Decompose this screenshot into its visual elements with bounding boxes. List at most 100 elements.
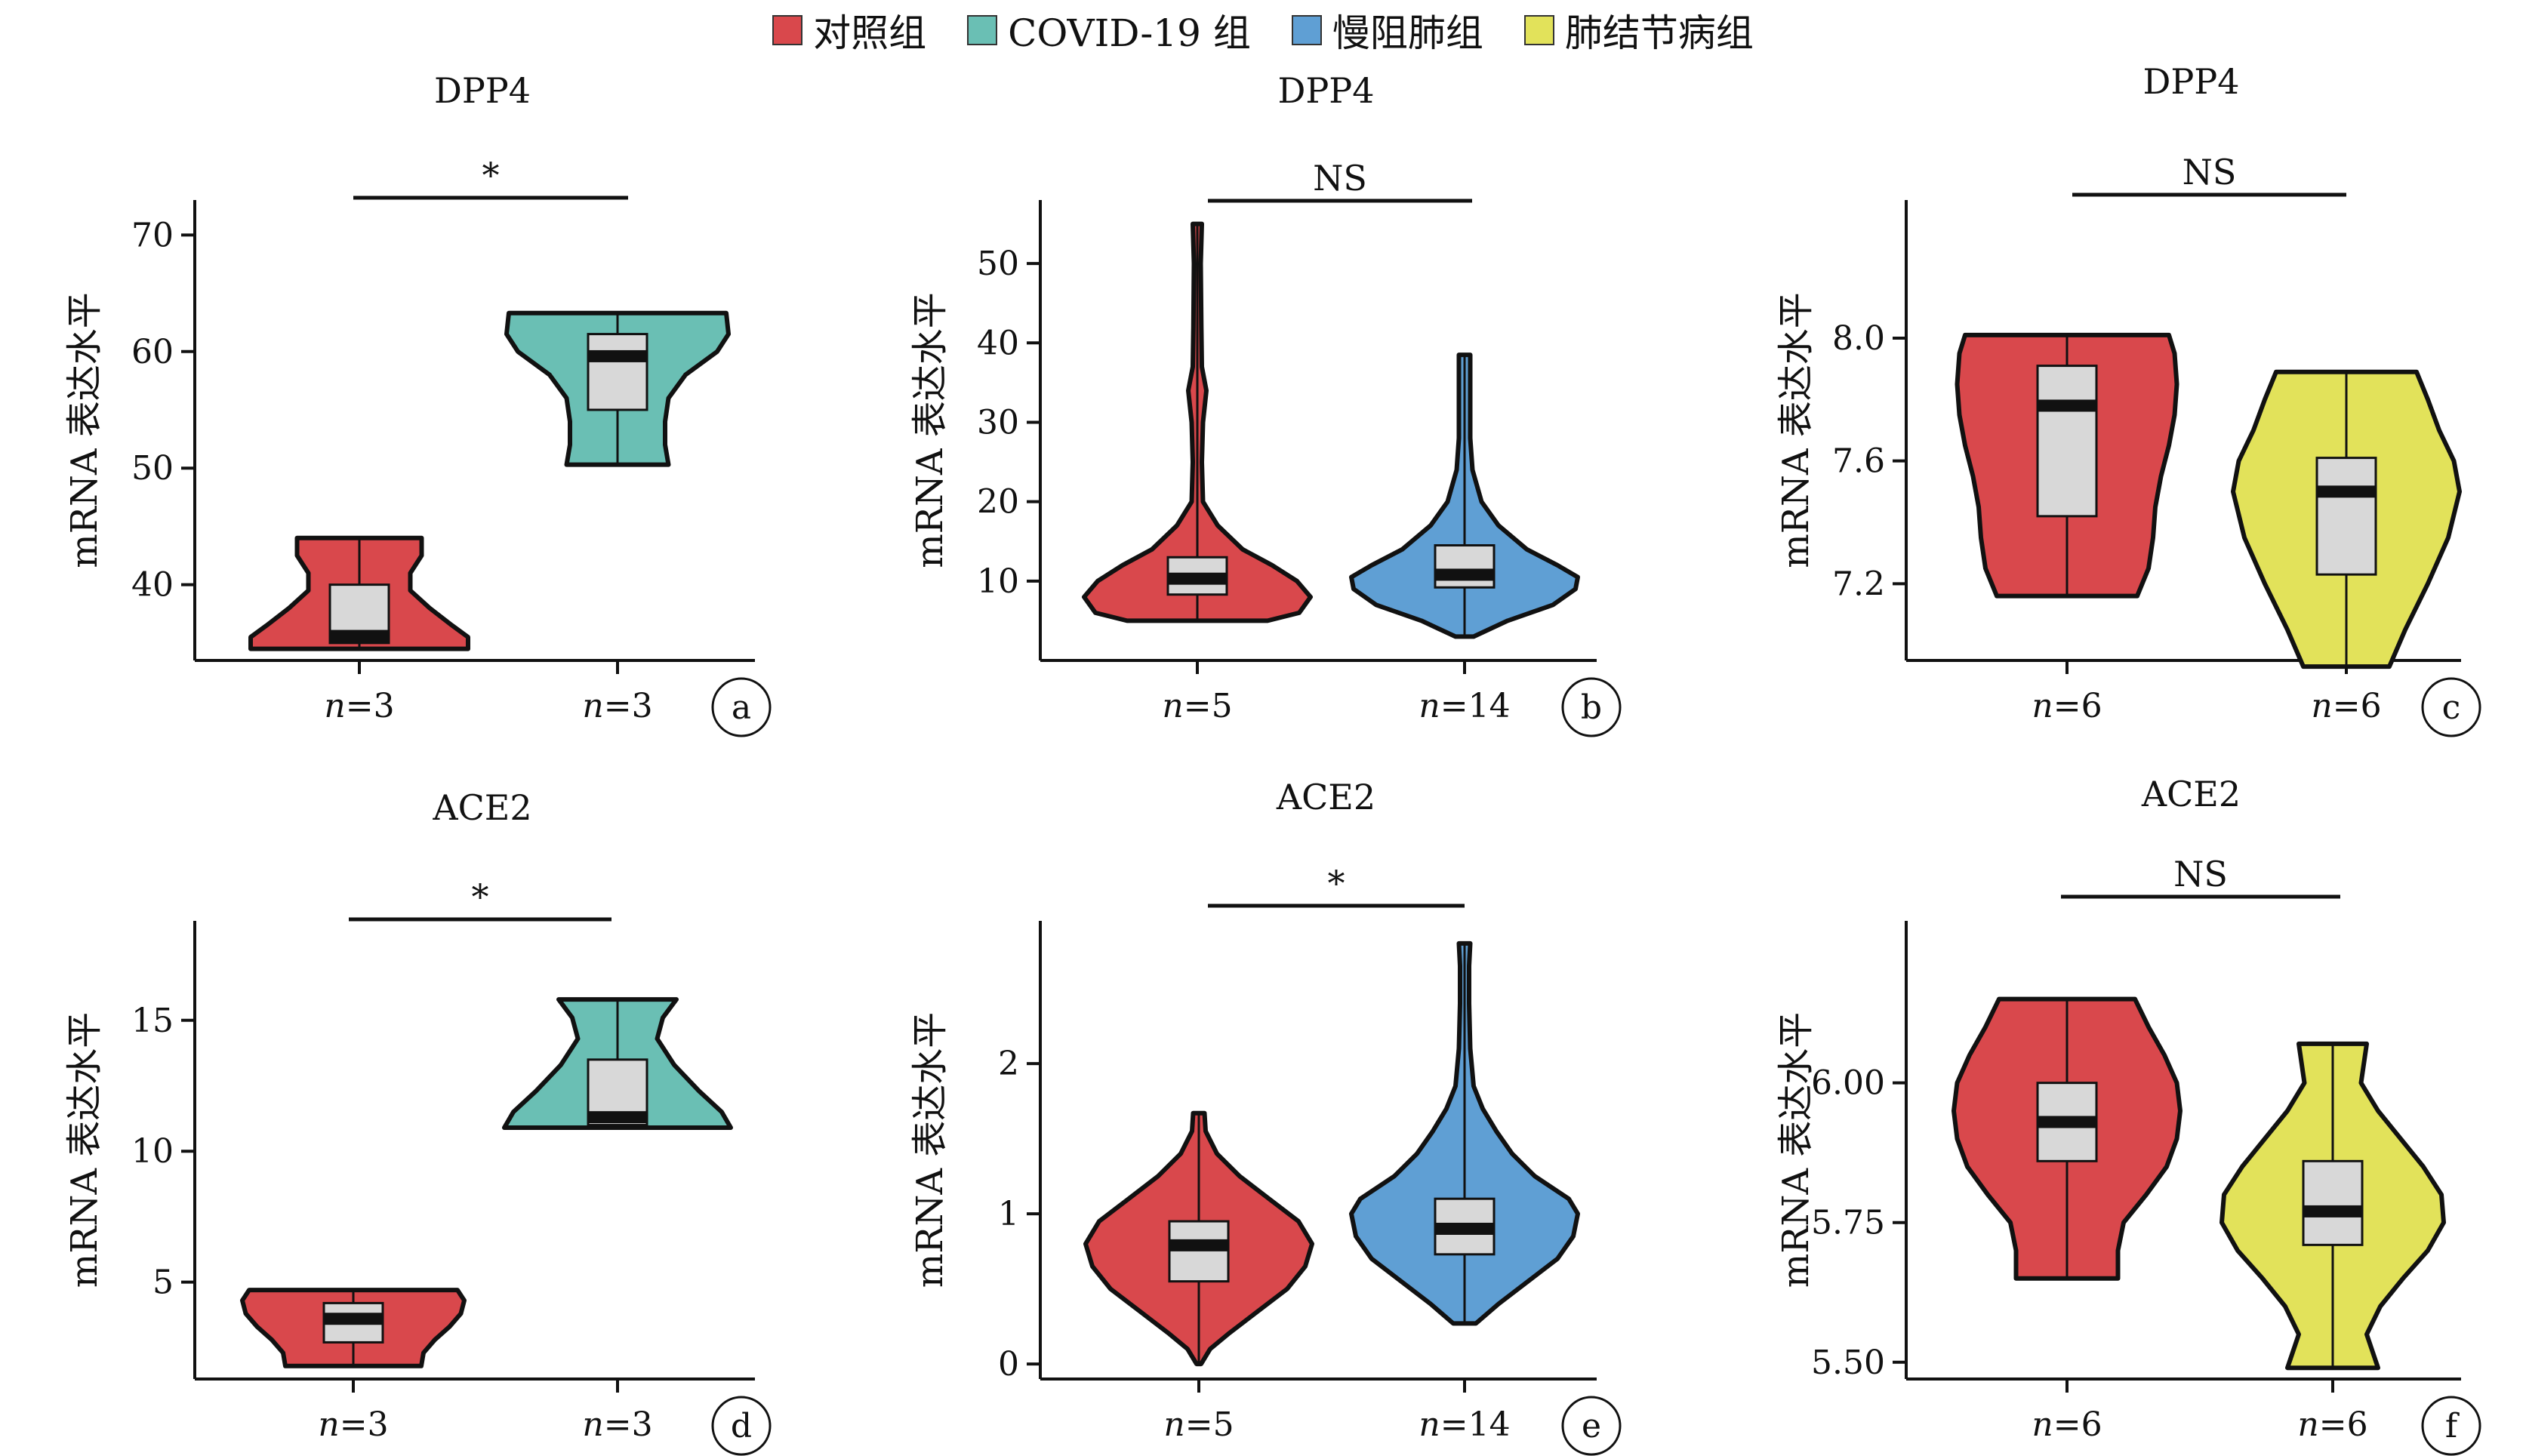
legend-swatch	[1523, 15, 1554, 45]
median-bar	[588, 349, 647, 362]
legend-swatch	[1291, 15, 1322, 45]
y-axis-label: mRNA 表达水平	[63, 292, 106, 568]
significance-label: *	[1328, 863, 1345, 903]
legend-swatch	[967, 15, 998, 45]
significance-label: *	[482, 155, 500, 195]
panel-b: 10 20 30 40 50 mRNA 表达水平 DPP4 NS n=5 n=14 b	[909, 70, 1622, 737]
legend-label: 对照组	[813, 11, 927, 55]
y-axis-label: mRNA 表达水平	[63, 1012, 106, 1288]
y-tick-label: 8.0	[1832, 319, 1885, 358]
iqr-box	[2315, 457, 2377, 576]
y-tick-label: 10	[977, 562, 1019, 601]
panel-title: DPP4	[434, 70, 531, 111]
panel-letter: d	[731, 1407, 752, 1445]
panel-title: ACE2	[2141, 774, 2241, 814]
x-tick-label: n=5	[1163, 1405, 1234, 1444]
median-bar	[2317, 485, 2376, 498]
median-bar	[1435, 1222, 1494, 1235]
y-tick-label: 5	[152, 1264, 174, 1302]
median-bar	[330, 629, 389, 642]
median-bar	[588, 1111, 647, 1124]
y-tick-label: 30	[977, 403, 1019, 442]
significance-label: *	[472, 876, 489, 917]
x-tick-label: n=3	[582, 1405, 652, 1444]
y-tick-label: 10	[131, 1132, 174, 1171]
panel-letter: b	[1581, 688, 1602, 727]
panel-letter-badge	[2421, 677, 2481, 737]
significance-label: NS	[1313, 158, 1367, 199]
y-axis-label: mRNA 表达水平	[909, 1012, 951, 1288]
y-tick-label: 50	[131, 449, 174, 488]
y-tick-label: 2	[998, 1045, 1019, 1083]
panel-title: DPP4	[1277, 70, 1374, 111]
x-tick-label: n=3	[318, 1405, 388, 1444]
x-tick-label: n=3	[582, 687, 652, 725]
legend-label: COVID-19 组	[1008, 11, 1251, 55]
x-tick-label: n=14	[1419, 1405, 1510, 1444]
median-bar	[1168, 572, 1227, 585]
panel-d: 5 10 15 mRNA 表达水平 ACE2 * n=3 n=3 d	[63, 787, 772, 1456]
median-bar	[2038, 1116, 2096, 1128]
median-bar	[2303, 1205, 2362, 1217]
y-tick-label: 40	[977, 324, 1019, 362]
legend-item: 肺结节病组	[1523, 3, 1754, 57]
panel-title: ACE2	[432, 787, 531, 828]
median-bar	[1435, 568, 1494, 581]
median-bar	[1169, 1239, 1228, 1251]
panel-letter: c	[2442, 688, 2461, 727]
x-tick-label: n=6	[2032, 687, 2102, 725]
x-tick-label: n=6	[2311, 687, 2381, 725]
y-tick-label: 6.00	[1811, 1064, 1885, 1103]
significance-label: NS	[2173, 854, 2228, 894]
panel-letter-badge	[711, 1396, 772, 1456]
panel-title: DPP4	[2142, 61, 2239, 102]
y-tick-label: 5.50	[1811, 1344, 1885, 1382]
panel-title: ACE2	[1276, 777, 1375, 817]
x-tick-label: n=14	[1419, 687, 1510, 725]
x-tick-label: n=6	[2297, 1405, 2367, 1444]
panel-c: 7.2 7.6 8.0 mRNA 表达水平 DPP4 NS n=6 n=6 c	[1775, 61, 2481, 737]
panel-letter: e	[1582, 1407, 1601, 1445]
median-bar	[324, 1313, 383, 1325]
significance-label: NS	[2183, 152, 2237, 192]
y-tick-label: 7.6	[1832, 442, 1885, 481]
iqr-box	[2036, 365, 2098, 518]
legend-swatch	[772, 15, 803, 45]
x-tick-label: n=5	[1162, 687, 1232, 725]
iqr-box	[587, 333, 648, 411]
y-tick-label: 7.2	[1832, 565, 1885, 603]
y-tick-label: 60	[131, 333, 174, 371]
legend-item: 慢阻肺组	[1291, 3, 1483, 57]
y-tick-label: 5.75	[1811, 1204, 1885, 1242]
legend-label: 肺结节病组	[1564, 11, 1754, 55]
x-tick-label: n=6	[2032, 1405, 2102, 1444]
y-tick-label: 40	[131, 566, 174, 605]
legend-item: 对照组	[772, 3, 926, 57]
legend: 对照组 COVID-19 组 慢阻肺组 肺结节病组	[0, 0, 2526, 60]
panel-letter-badge	[1561, 677, 1622, 737]
y-axis-label: mRNA 表达水平	[1775, 292, 1817, 568]
y-tick-label: 1	[998, 1195, 1019, 1233]
panel-letter-badge	[2421, 1396, 2481, 1456]
y-axis-label: mRNA 表达水平	[909, 292, 951, 568]
y-tick-label: 50	[977, 245, 1019, 283]
iqr-box	[1434, 544, 1496, 589]
panel-letter-badge	[711, 677, 772, 737]
y-tick-label: 70	[131, 216, 174, 254]
panel-e: 0 1 2 mRNA 表达水平 ACE2 * n=5 n=14 e	[909, 777, 1622, 1456]
panel-letter-badge	[1561, 1396, 1622, 1456]
y-tick-label: 0	[998, 1345, 1019, 1384]
legend-item: COVID-19 组	[967, 3, 1251, 57]
legend-label: 慢阻肺组	[1332, 11, 1483, 55]
y-tick-label: 20	[977, 483, 1019, 522]
iqr-box	[2302, 1159, 2364, 1246]
y-axis-label: mRNA 表达水平	[1775, 1012, 1817, 1288]
x-tick-label: n=3	[324, 687, 394, 725]
panel-letter: f	[2445, 1407, 2460, 1445]
panel-letter: a	[732, 688, 751, 727]
median-bar	[2038, 399, 2096, 412]
y-tick-label: 15	[131, 1002, 174, 1040]
panel-a: 40 50 60 70 mRNA 表达水平 DPP4 * n=3 n=3 a	[63, 70, 772, 737]
